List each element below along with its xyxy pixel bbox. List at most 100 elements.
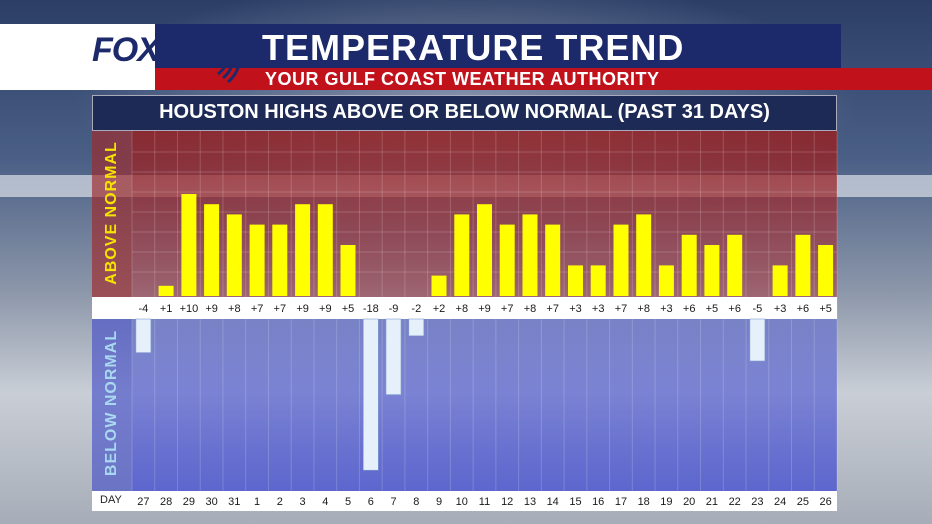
x-tick-label: 13: [524, 496, 536, 508]
bar-above-normal: [522, 214, 538, 296]
chart-title: HOUSTON HIGHS ABOVE OR BELOW NORMAL (PAS…: [159, 101, 770, 123]
bar-above-normal: [590, 265, 606, 296]
data-label: +6: [728, 303, 741, 315]
x-tick-label: 16: [592, 496, 604, 508]
x-tick-label: 7: [390, 496, 396, 508]
data-label: +7: [546, 303, 559, 315]
x-tick-label: 4: [322, 496, 328, 508]
x-tick-label: 31: [228, 496, 240, 508]
x-tick-label: 23: [751, 496, 763, 508]
x-tick-label: 25: [797, 496, 809, 508]
x-tick-label: 30: [205, 496, 217, 508]
data-label: -18: [363, 303, 379, 315]
x-tick-label: 5: [345, 496, 351, 508]
x-tick-label: 12: [501, 496, 513, 508]
x-tick-label: 29: [183, 496, 195, 508]
x-tick-label: 2: [277, 496, 283, 508]
foxrad-logo: FOXRAD: [92, 31, 231, 69]
title-bar: [155, 24, 841, 68]
data-label: +9: [478, 303, 491, 315]
bar-above-normal: [818, 245, 834, 296]
bar-above-normal: [795, 234, 811, 296]
bar-below-normal: [408, 318, 425, 337]
bar-below-normal: [385, 318, 402, 395]
x-tick-label: 18: [638, 496, 650, 508]
x-tick-label: 11: [479, 496, 490, 508]
x-tick-label: 15: [569, 496, 581, 508]
bar-above-normal: [317, 204, 333, 296]
x-tick-label: 27: [137, 496, 149, 508]
below-normal-area: [132, 319, 837, 491]
bar-above-normal: [613, 224, 629, 296]
x-tick-label: 22: [729, 496, 741, 508]
data-label: +8: [524, 303, 537, 315]
data-label: +5: [706, 303, 719, 315]
data-label: +2: [433, 303, 446, 315]
page-subtitle: YOUR GULF COAST WEATHER AUTHORITY: [265, 69, 660, 89]
bar-above-normal: [249, 224, 265, 296]
day-axis-label: DAY: [100, 494, 122, 506]
data-label: +8: [456, 303, 469, 315]
x-tick-label: 8: [413, 496, 419, 508]
bar-above-normal: [204, 204, 220, 296]
data-label: +10: [180, 303, 199, 315]
chart-panel: HOUSTON HIGHS ABOVE OR BELOW NORMAL (PAS…: [92, 95, 837, 511]
bar-above-normal: [545, 224, 561, 296]
bar-above-normal: [681, 234, 697, 296]
bar-below-normal: [749, 318, 766, 362]
bar-above-normal: [727, 234, 743, 296]
bar-above-normal: [636, 214, 652, 296]
x-tick-label: 26: [819, 496, 831, 508]
radar-arcs-icon: [217, 28, 242, 84]
x-tick-label: 14: [547, 496, 559, 508]
subtitle-bar: [155, 68, 932, 90]
data-label: +7: [251, 303, 264, 315]
x-tick-label: 19: [660, 496, 672, 508]
data-label: +7: [501, 303, 514, 315]
bar-above-normal: [477, 204, 492, 296]
x-tick-label: 28: [160, 496, 172, 508]
x-tick-label: 20: [683, 496, 695, 508]
x-tick-label: 10: [456, 496, 468, 508]
bar-above-normal: [431, 275, 447, 296]
data-label: +9: [205, 303, 218, 315]
data-label: +7: [615, 303, 628, 315]
below-label-band: [92, 319, 132, 491]
bar-above-normal: [272, 224, 288, 296]
data-label: +3: [774, 303, 787, 315]
bar-below-normal: [135, 318, 152, 353]
data-label: -9: [389, 303, 399, 315]
bar-above-normal: [454, 214, 470, 296]
bar-above-normal: [658, 265, 674, 296]
bar-below-normal: [362, 318, 379, 471]
data-label: -2: [411, 303, 421, 315]
x-tick-label: 21: [706, 496, 718, 508]
x-tick-label: 17: [615, 496, 627, 508]
data-label: +3: [592, 303, 605, 315]
day-label-row: [92, 491, 837, 511]
bar-above-normal: [704, 245, 720, 296]
bar-above-normal: [340, 245, 356, 296]
bar-above-normal: [181, 194, 197, 296]
data-label: +1: [160, 303, 173, 315]
data-label: +9: [319, 303, 332, 315]
bar-above-normal: [499, 224, 515, 296]
x-tick-label: 24: [774, 496, 786, 508]
page-title: TEMPERATURE TREND: [262, 27, 685, 68]
bar-above-normal: [772, 265, 788, 296]
chart-title-bar: [92, 95, 837, 131]
x-tick-label: 3: [300, 496, 306, 508]
data-label: -5: [753, 303, 763, 315]
x-tick-label: 9: [436, 496, 442, 508]
data-label: +7: [274, 303, 287, 315]
data-label: +5: [342, 303, 355, 315]
data-label: +8: [228, 303, 241, 315]
above-label-band: [92, 131, 132, 297]
bar-above-normal: [568, 265, 583, 296]
x-tick-label: 1: [254, 496, 260, 508]
data-label: +3: [569, 303, 582, 315]
bar-above-normal: [158, 285, 174, 296]
x-tick-label: 6: [368, 496, 374, 508]
bar-above-normal: [226, 214, 242, 296]
